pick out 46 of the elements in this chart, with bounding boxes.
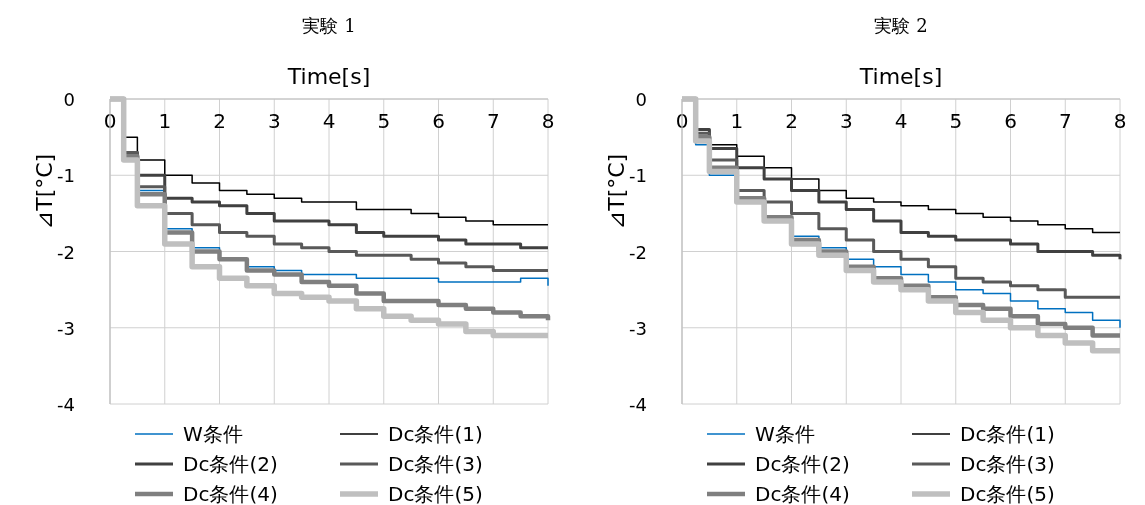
y-tick-label: -4 bbox=[629, 394, 647, 415]
x-tick-label: 5 bbox=[377, 109, 391, 133]
x-tick-label: 4 bbox=[894, 109, 908, 133]
legend-label: W条件 bbox=[755, 422, 815, 446]
y-tick-label: -4 bbox=[57, 394, 75, 415]
y-axis-title: ⊿T[°C] bbox=[32, 153, 57, 230]
legend-label: Dc条件(2) bbox=[755, 452, 850, 476]
legend-label: Dc条件(3) bbox=[388, 452, 483, 476]
x-tick-label: 2 bbox=[785, 109, 798, 133]
x-tick-label: 1 bbox=[158, 109, 172, 133]
y-axis-title: ⊿T[°C] bbox=[604, 153, 629, 230]
x-axis-title: Time[s] bbox=[286, 64, 371, 89]
x-tick-label: 7 bbox=[486, 109, 500, 133]
legend-label: Dc条件(1) bbox=[960, 422, 1055, 446]
chart-title: 実験 1 bbox=[302, 15, 356, 36]
legend-label: Dc条件(4) bbox=[183, 482, 278, 505]
legend-label: Dc条件(4) bbox=[755, 482, 850, 505]
x-tick-label: 3 bbox=[267, 109, 281, 133]
y-tick-label: 0 bbox=[63, 89, 75, 110]
y-tick-label: -2 bbox=[57, 241, 75, 263]
legend-label: Dc条件(1) bbox=[388, 422, 483, 446]
x-tick-label: 4 bbox=[322, 109, 336, 133]
chart-title: 実験 2 bbox=[874, 15, 928, 36]
y-tick-label: -2 bbox=[629, 241, 647, 263]
x-tick-label: 7 bbox=[1058, 109, 1072, 133]
x-tick-label: 0 bbox=[675, 109, 689, 133]
x-tick-label: 2 bbox=[213, 109, 226, 133]
y-tick-label: 0 bbox=[635, 89, 647, 110]
x-axis-title: Time[s] bbox=[858, 64, 943, 89]
legend-label: Dc条件(5) bbox=[388, 482, 483, 505]
legend-label: W条件 bbox=[183, 422, 243, 446]
x-tick-label: 6 bbox=[1004, 109, 1017, 133]
x-tick-label: 1 bbox=[730, 109, 744, 133]
x-tick-label: 5 bbox=[949, 109, 963, 133]
x-tick-label: 8 bbox=[1113, 109, 1127, 133]
legend-label: Dc条件(3) bbox=[960, 452, 1055, 476]
y-tick-label: -1 bbox=[629, 165, 647, 187]
x-tick-label: 8 bbox=[541, 109, 555, 133]
x-tick-label: 6 bbox=[432, 109, 445, 133]
y-tick-label: -1 bbox=[57, 165, 75, 187]
y-tick-label: -3 bbox=[629, 317, 647, 339]
legend-label: Dc条件(5) bbox=[960, 482, 1055, 505]
y-tick-label: -3 bbox=[57, 317, 75, 339]
x-tick-label: 0 bbox=[103, 109, 117, 133]
x-tick-label: 3 bbox=[839, 109, 853, 133]
legend-label: Dc条件(2) bbox=[183, 452, 278, 476]
